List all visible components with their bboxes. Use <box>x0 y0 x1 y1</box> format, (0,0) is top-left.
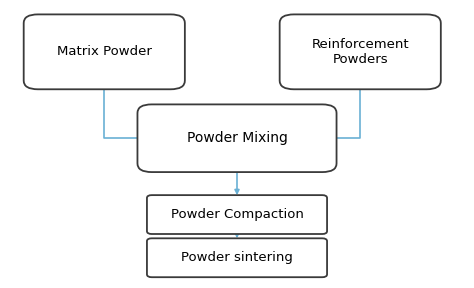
Text: Powder Compaction: Powder Compaction <box>171 208 303 221</box>
FancyBboxPatch shape <box>137 105 337 172</box>
Text: Powder Mixing: Powder Mixing <box>187 131 287 145</box>
FancyBboxPatch shape <box>147 238 327 277</box>
Text: Matrix Powder: Matrix Powder <box>57 45 152 58</box>
FancyBboxPatch shape <box>280 14 441 89</box>
FancyBboxPatch shape <box>24 14 185 89</box>
Text: Powder sintering: Powder sintering <box>181 251 293 264</box>
FancyBboxPatch shape <box>147 195 327 234</box>
Text: Reinforcement
Powders: Reinforcement Powders <box>311 38 409 66</box>
